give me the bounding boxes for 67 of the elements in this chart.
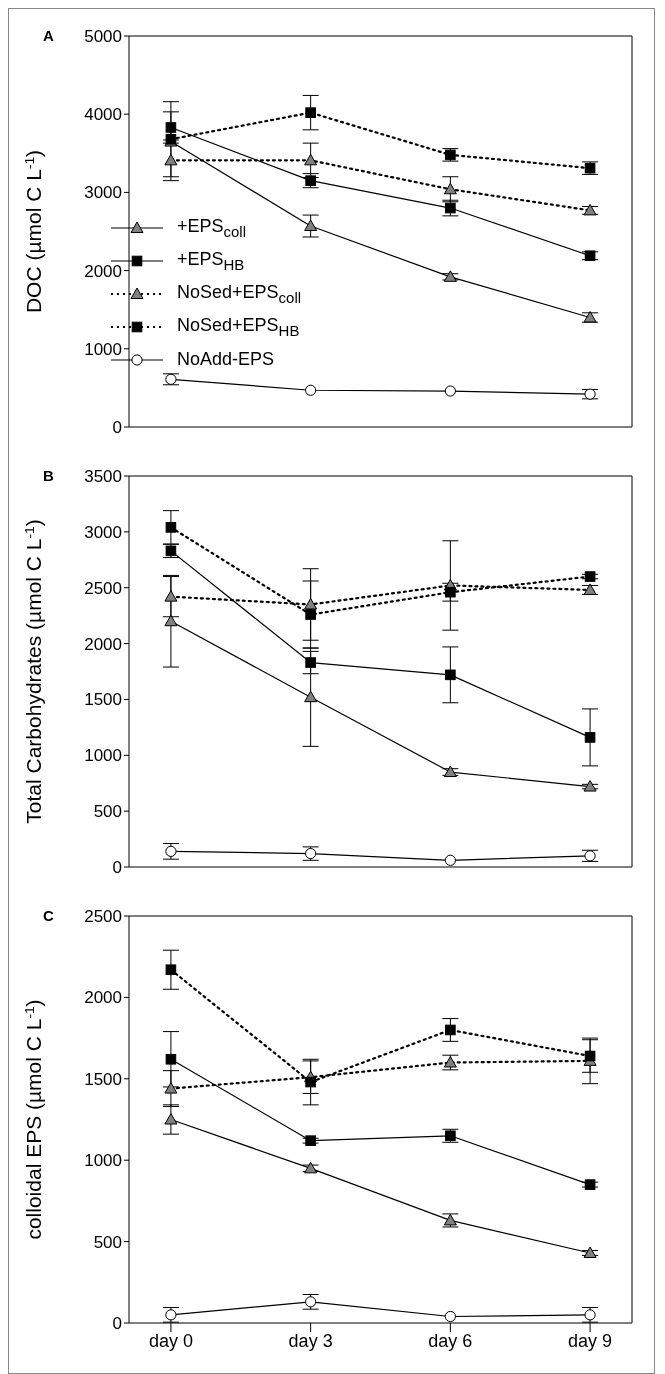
y-tick-label: 5000: [84, 27, 122, 47]
point: [444, 1310, 456, 1323]
point: [165, 964, 177, 976]
point: [444, 385, 456, 397]
y-tick-label: 1000: [84, 339, 122, 359]
point: [443, 765, 457, 778]
point: [304, 153, 318, 166]
y-tick-label: 2000: [84, 988, 122, 1008]
point: [305, 175, 316, 186]
y-tick-label: 2000: [84, 634, 122, 654]
x-tick-label: day 6: [428, 1330, 473, 1351]
point: [445, 1024, 456, 1036]
y-tick-label: 500: [93, 1232, 122, 1252]
legend-label: NoSed+EPS$_{HB}$: [177, 315, 300, 339]
y-tick-label: 0: [112, 858, 122, 878]
point: [443, 182, 457, 195]
legend-label: +EPS$_{coll}$: [177, 216, 247, 240]
x-tick-label: day 9: [568, 1330, 613, 1351]
point: [305, 1135, 316, 1146]
point: [165, 522, 177, 533]
point: [584, 1050, 596, 1062]
y-tick-label: 2500: [84, 907, 122, 927]
point: [445, 586, 456, 598]
point: [164, 153, 178, 166]
point: [164, 1113, 178, 1125]
y-tick-label: 500: [93, 802, 122, 822]
y-tick-label: 4000: [84, 105, 122, 125]
legend-label: +EPS$_{HB}$: [177, 249, 245, 273]
point: [445, 149, 456, 161]
point: [305, 609, 316, 620]
point: [305, 384, 317, 396]
chart-title: B: [43, 467, 54, 484]
y-tick-label: 1500: [84, 1069, 122, 1089]
x-tick-label: day 0: [148, 1330, 193, 1351]
point: [165, 1053, 177, 1065]
point: [443, 270, 457, 282]
y-tick-label: 1000: [84, 1151, 122, 1171]
point: [305, 1076, 316, 1088]
y-tick-label: 1000: [84, 746, 122, 766]
point: [305, 107, 316, 118]
point: [304, 219, 318, 232]
point: [164, 1082, 178, 1094]
point: [584, 732, 596, 743]
legend-label: NoSed+EPS$_{coll}$: [177, 282, 302, 306]
point: [445, 1130, 456, 1142]
point: [583, 1246, 597, 1258]
point: [304, 690, 318, 703]
point: [164, 590, 178, 602]
y-tick-label: 3000: [84, 183, 122, 203]
legend-label: NoAdd-EPS: [177, 349, 275, 371]
point: [445, 669, 456, 681]
point: [304, 597, 318, 610]
y-tick-label: 0: [112, 418, 122, 438]
point: [444, 854, 456, 866]
point: [305, 657, 316, 668]
point: [164, 614, 178, 627]
chart-title: A: [43, 27, 54, 44]
y-tick-label: 2500: [84, 578, 122, 598]
y-tick-label: 0: [112, 1314, 122, 1334]
point: [165, 122, 177, 133]
y-tick-label: 1500: [84, 690, 122, 710]
x-tick-label: day 3: [288, 1330, 333, 1351]
y-tick-label: 3000: [84, 522, 122, 542]
chart-title: C: [43, 907, 54, 924]
y-tick-label: 2000: [84, 261, 122, 281]
point: [583, 780, 597, 792]
y-tick-label: 3500: [84, 467, 122, 487]
